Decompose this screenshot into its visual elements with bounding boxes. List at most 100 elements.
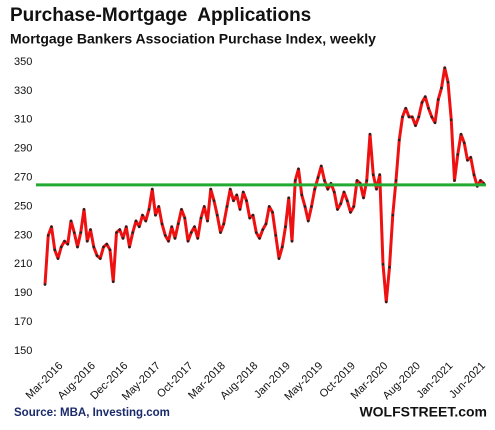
point	[199, 216, 203, 220]
point	[124, 225, 128, 229]
point	[150, 187, 154, 191]
point	[232, 199, 235, 203]
point	[98, 257, 102, 260]
y-tick-label: 310	[14, 114, 32, 126]
point	[144, 219, 148, 223]
point	[183, 216, 187, 220]
point	[89, 228, 92, 231]
point	[118, 228, 122, 231]
point	[466, 158, 469, 162]
point	[134, 219, 138, 223]
point	[423, 95, 427, 98]
y-tick-label: 250	[14, 200, 32, 212]
point	[332, 190, 336, 194]
point	[267, 205, 271, 208]
point	[222, 222, 226, 226]
point	[456, 153, 460, 156]
point	[176, 222, 180, 226]
point	[92, 245, 96, 249]
point	[102, 245, 105, 249]
point	[410, 115, 414, 119]
point	[206, 219, 209, 223]
point	[82, 208, 86, 211]
chart-title: Purchase-Mortgage Applications	[10, 5, 311, 26]
point	[212, 199, 216, 203]
point	[56, 257, 60, 260]
point	[397, 138, 401, 142]
point	[219, 231, 222, 234]
point	[313, 187, 317, 191]
point	[271, 210, 274, 214]
point	[420, 101, 424, 104]
point	[154, 213, 157, 217]
point	[365, 179, 369, 182]
point	[251, 213, 255, 217]
point	[371, 173, 375, 177]
point	[381, 263, 385, 266]
point	[339, 202, 343, 205]
point	[180, 208, 183, 211]
point	[108, 248, 112, 252]
point	[352, 205, 356, 208]
y-tick-label: 190	[14, 287, 32, 299]
point	[193, 225, 196, 229]
point	[50, 225, 53, 229]
point	[407, 115, 411, 119]
point	[258, 236, 261, 240]
point	[245, 199, 248, 203]
y-tick-label: 170	[14, 316, 32, 328]
point	[248, 216, 252, 220]
point	[375, 187, 378, 191]
point	[215, 213, 219, 217]
point	[472, 173, 476, 177]
point	[274, 234, 278, 237]
series-line	[43, 66, 485, 304]
point	[170, 225, 174, 229]
point	[310, 205, 313, 208]
point	[235, 193, 239, 197]
point	[95, 254, 99, 257]
point	[105, 242, 109, 246]
point	[264, 222, 268, 226]
point	[209, 187, 213, 191]
point	[167, 239, 170, 243]
point	[141, 213, 144, 217]
point	[241, 190, 245, 194]
point	[66, 242, 70, 246]
point	[147, 208, 151, 211]
point	[186, 239, 190, 243]
point	[293, 179, 297, 182]
point	[131, 231, 135, 234]
y-tick-label: 270	[14, 172, 32, 184]
y-tick-label: 290	[14, 143, 32, 155]
point	[449, 118, 453, 122]
point	[446, 80, 450, 84]
y-tick-label: 230	[14, 229, 32, 241]
point	[316, 176, 320, 179]
point	[261, 228, 265, 231]
point	[79, 231, 83, 234]
point	[128, 245, 131, 249]
point	[462, 141, 466, 145]
point	[443, 66, 447, 70]
point	[137, 225, 141, 229]
y-tick-label: 350	[14, 56, 32, 68]
x-tick-label: Jun-2021	[447, 360, 488, 401]
point	[433, 121, 437, 124]
y-tick-label: 210	[14, 258, 32, 270]
point	[196, 236, 200, 240]
point	[163, 234, 167, 237]
chart-subtitle: Mortgage Bankers Association Purchase In…	[10, 31, 376, 47]
point	[453, 179, 456, 182]
y-tick-label: 330	[14, 85, 32, 97]
point	[323, 179, 326, 182]
point	[277, 257, 281, 260]
point	[225, 205, 229, 208]
point	[345, 199, 349, 203]
point	[388, 265, 391, 269]
point	[238, 208, 242, 211]
point	[436, 98, 440, 101]
point	[43, 283, 47, 286]
point	[355, 179, 359, 182]
